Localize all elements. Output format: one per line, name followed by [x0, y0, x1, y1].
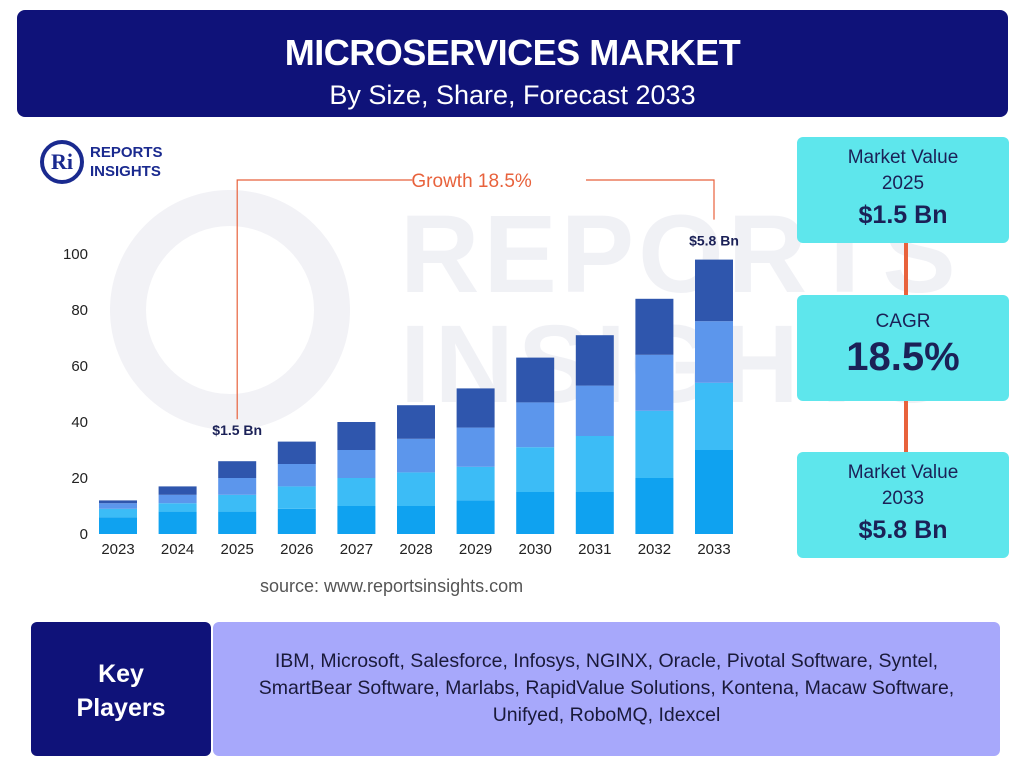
market-value-2033-year: 2033 — [881, 488, 925, 509]
bar-segment — [337, 422, 376, 450]
bar-segment — [516, 447, 555, 492]
bar-segment — [695, 382, 733, 450]
bar-segment — [695, 321, 733, 383]
x-tick-label: 2028 — [399, 541, 432, 558]
y-tick-label: 20 — [71, 470, 88, 487]
y-tick-label: 0 — [80, 526, 88, 543]
market-value-2025-label: Market Value — [847, 147, 959, 168]
card-connector-bottom — [904, 401, 908, 452]
bar-segment — [277, 486, 316, 509]
brand-logo-mark: Ri — [51, 149, 73, 174]
key-players-label-line1: Key — [98, 660, 144, 688]
cagr-value: 18.5% — [846, 335, 960, 379]
bar-segment — [516, 402, 555, 448]
bar-segment — [456, 500, 495, 534]
bar-segment — [158, 503, 197, 512]
bar-segment — [635, 478, 674, 534]
bar-segment — [456, 466, 495, 501]
market-value-2025-year: 2025 — [881, 173, 925, 194]
page-title: MICROSERVICES MARKET — [284, 32, 741, 73]
y-tick-label: 40 — [71, 414, 88, 431]
x-tick-label: 2032 — [638, 541, 671, 558]
bar-segment — [456, 427, 495, 467]
y-tick-label: 80 — [71, 302, 88, 319]
y-tick-label: 60 — [71, 358, 88, 375]
end-value-label: $5.8 Bn — [689, 233, 739, 249]
bar-segment — [397, 438, 435, 473]
bar-segment — [575, 436, 614, 492]
bar-segment — [218, 494, 257, 512]
growth-label: Growth 18.5% — [411, 171, 531, 192]
bar-segment — [99, 517, 137, 534]
bar-segment — [337, 506, 376, 534]
bar-segment — [277, 441, 316, 464]
x-tick-label: 2023 — [101, 541, 134, 558]
bar-segment — [695, 259, 733, 322]
key-players-line2: SmartBear Software, Marlabs, RapidValue … — [258, 677, 955, 699]
bar-segment — [337, 450, 376, 478]
bar-segment — [337, 478, 376, 506]
brand-line2: INSIGHTS — [90, 163, 161, 180]
bar-segment — [218, 461, 257, 478]
stacked-bar-chart: 0 20 40 60 80 100 2023 2024 2025 2026 2027 2028 2029… — [63, 171, 739, 558]
brand-logo-icon: Ri — [40, 140, 84, 184]
bar-segment — [158, 511, 197, 534]
cagr-card: CAGR 18.5% — [797, 295, 1009, 401]
x-tick-label: 2024 — [161, 541, 194, 558]
market-value-2025-card: Market Value 2025 $1.5 Bn — [797, 137, 1009, 243]
bar-segment — [516, 357, 555, 403]
key-players-label: Key Players — [31, 622, 211, 756]
start-value-label: $1.5 Bn — [212, 422, 262, 438]
brand-line1: REPORTS — [90, 144, 163, 161]
growth-line-left — [236, 179, 413, 420]
brand-logo-text: REPORTS INSIGHTS — [90, 143, 163, 181]
bar-segment — [158, 494, 197, 504]
bar-segment — [635, 410, 674, 478]
bar-segment — [635, 354, 674, 411]
page-subtitle: By Size, Share, Forecast 2033 — [329, 80, 696, 110]
bar-segment — [218, 511, 257, 534]
bar-segment — [575, 335, 614, 386]
bar-segment — [99, 503, 137, 509]
cagr-label: CAGR — [875, 311, 931, 332]
bar-segment — [277, 508, 316, 534]
x-tick-label: 2033 — [697, 541, 730, 558]
key-players-line1: IBM, Microsoft, Salesforce, Infosys, NGI… — [274, 650, 939, 672]
x-tick-label: 2029 — [459, 541, 492, 558]
y-tick-label: 100 — [63, 246, 88, 263]
bar-segment — [158, 486, 197, 495]
bar-segment — [456, 388, 495, 428]
bar-segment — [516, 492, 555, 534]
header-banner: MICROSERVICES MARKET By Size, Share, For… — [17, 10, 1008, 117]
bar-segment — [575, 492, 614, 534]
key-players-line3: Unifyed, RoboMQ, Idexcel — [492, 704, 721, 726]
bar-segment — [99, 500, 137, 504]
bar-segment — [397, 405, 435, 439]
x-tick-label: 2027 — [340, 541, 373, 558]
growth-line-right — [586, 179, 715, 220]
x-tick-label: 2026 — [280, 541, 313, 558]
source-note: source: www.reportsinsights.com — [260, 576, 524, 596]
market-value-2033-value: $5.8 Bn — [858, 516, 948, 544]
bar-segment — [99, 508, 137, 518]
x-tick-label: 2031 — [578, 541, 611, 558]
market-value-2025-value: $1.5 Bn — [858, 201, 948, 229]
card-connector-top — [904, 243, 908, 295]
bar-segment — [218, 478, 257, 495]
bar-segment — [397, 506, 435, 534]
bar-segment — [575, 385, 614, 436]
bar-segment — [397, 472, 435, 506]
market-value-2033-card: Market Value 2033 $5.8 Bn — [797, 452, 1009, 558]
bar-segment — [277, 464, 316, 487]
x-tick-label: 2025 — [221, 541, 254, 558]
market-value-2033-label: Market Value — [847, 462, 959, 483]
x-tick-label: 2030 — [519, 541, 552, 558]
bar-segment — [695, 450, 733, 534]
bar-segment — [635, 298, 674, 355]
key-players-label-line2: Players — [76, 694, 166, 722]
key-players-list: IBM, Microsoft, Salesforce, Infosys, NGI… — [213, 622, 1000, 756]
